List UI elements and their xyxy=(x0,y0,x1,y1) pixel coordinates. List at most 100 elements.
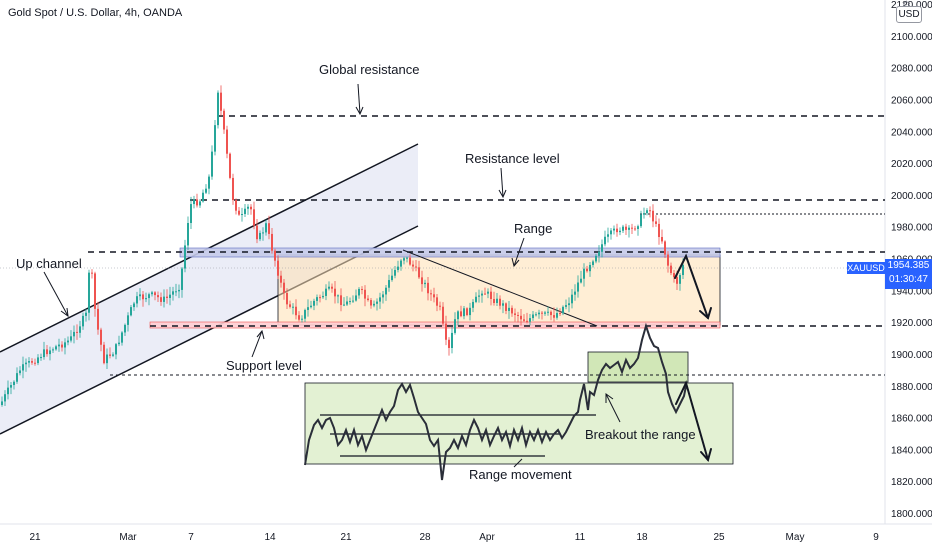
candle-body xyxy=(364,289,366,299)
candle-body xyxy=(31,361,33,363)
candle-body xyxy=(556,313,558,318)
candle-body xyxy=(166,296,168,298)
price-tick-label: 1980.000 xyxy=(891,223,932,234)
candle-body xyxy=(613,228,615,231)
candle-body xyxy=(412,264,414,267)
candle-body xyxy=(523,319,525,321)
time-axis[interactable]: 21 Mar 7 14 21 28 Apr 11 18 25 May 9 xyxy=(29,532,879,543)
candle-body xyxy=(34,362,36,364)
candle-body xyxy=(145,298,147,300)
currency-badge[interactable]: USD xyxy=(896,6,922,23)
candle-body xyxy=(229,153,231,178)
range-box xyxy=(277,254,721,326)
candle-body xyxy=(664,241,666,255)
range-movement-path xyxy=(304,322,687,481)
candle-body xyxy=(436,297,438,306)
candle-body xyxy=(601,244,603,252)
price-tick-label: 2020.000 xyxy=(891,159,932,170)
candle-body xyxy=(418,267,420,278)
candle-body xyxy=(397,266,399,270)
candle-body xyxy=(424,282,426,285)
up-channel-label: Up channel xyxy=(16,256,82,271)
candle-body xyxy=(133,303,135,308)
candle-body xyxy=(406,257,408,259)
candle-body xyxy=(43,349,45,358)
candle-body xyxy=(139,294,141,297)
price-axis[interactable]: 2120.000 2100.000 2080.000 2060.000 2040.000… xyxy=(891,0,932,520)
candle-body xyxy=(256,225,258,240)
projection-arrows xyxy=(674,253,712,463)
price-tick-label: 1820.000 xyxy=(891,477,932,488)
candle-body xyxy=(451,332,453,348)
candle-body xyxy=(565,305,567,307)
price-tick-label: 1880.000 xyxy=(891,382,932,393)
candle-body xyxy=(403,258,405,261)
candle-body xyxy=(277,260,279,276)
candle-body xyxy=(427,282,429,294)
candle-body xyxy=(271,233,273,251)
candle-body xyxy=(370,300,372,306)
candle-body xyxy=(448,339,450,348)
candle-body xyxy=(262,232,264,234)
candle-body xyxy=(535,314,537,316)
candle-body xyxy=(82,315,84,327)
candle-body xyxy=(49,350,51,355)
candle-body xyxy=(646,210,648,214)
candle-body xyxy=(580,278,582,283)
candle-body xyxy=(514,313,516,315)
candle-body xyxy=(109,354,111,356)
candle-body xyxy=(286,292,288,305)
candle-body xyxy=(679,275,681,284)
time-tick-label: 28 xyxy=(419,532,431,543)
candle-body xyxy=(112,354,114,356)
candle-body xyxy=(292,306,294,308)
candle-body xyxy=(583,268,585,279)
price-tick-label: 2120.000 xyxy=(891,0,932,11)
candle-body xyxy=(511,307,513,314)
candle-body xyxy=(475,296,477,302)
chart-title: Gold Spot / U.S. Dollar, 4h, OANDA xyxy=(8,7,183,19)
candle-body xyxy=(415,266,417,268)
candle-body xyxy=(409,257,411,265)
candle-body xyxy=(73,331,75,337)
candle-body xyxy=(16,373,18,382)
price-tick-label: 1940.000 xyxy=(891,286,932,297)
candle-body xyxy=(649,210,651,212)
candle-body xyxy=(163,296,165,302)
candle-body xyxy=(568,303,570,306)
candle-body xyxy=(619,230,621,233)
candle-body xyxy=(130,307,132,316)
candle-body xyxy=(373,303,375,306)
candle-body xyxy=(187,223,189,246)
candle-body xyxy=(421,277,423,285)
time-tick-label: 11 xyxy=(575,532,586,543)
candle-body xyxy=(616,228,618,233)
candle-body xyxy=(283,282,285,293)
time-tick-label: Apr xyxy=(479,532,495,543)
candle-body xyxy=(634,228,636,230)
candle-body xyxy=(7,387,9,395)
candle-body xyxy=(28,361,30,363)
candle-body xyxy=(598,251,600,256)
price-tick-label: 2000.000 xyxy=(891,191,932,202)
candle-body xyxy=(10,385,12,388)
candle-body xyxy=(484,293,486,295)
candle-body xyxy=(40,357,42,359)
time-tick-label: May xyxy=(786,532,805,543)
candle-body xyxy=(79,326,81,333)
candle-body xyxy=(61,344,63,348)
candle-body xyxy=(457,311,459,320)
candle-body xyxy=(22,364,24,371)
candle-body xyxy=(181,268,183,290)
candle-body xyxy=(100,329,102,345)
candle-body xyxy=(532,314,534,319)
candle-body xyxy=(169,294,171,298)
gear-icon[interactable]: ⚙ xyxy=(902,0,911,11)
candle-body xyxy=(241,214,243,216)
candle-body xyxy=(55,346,57,350)
candle-body xyxy=(211,151,213,177)
last-price-value: 1954.385 xyxy=(887,260,930,271)
candle-body xyxy=(106,354,108,364)
candle-body xyxy=(244,208,246,215)
